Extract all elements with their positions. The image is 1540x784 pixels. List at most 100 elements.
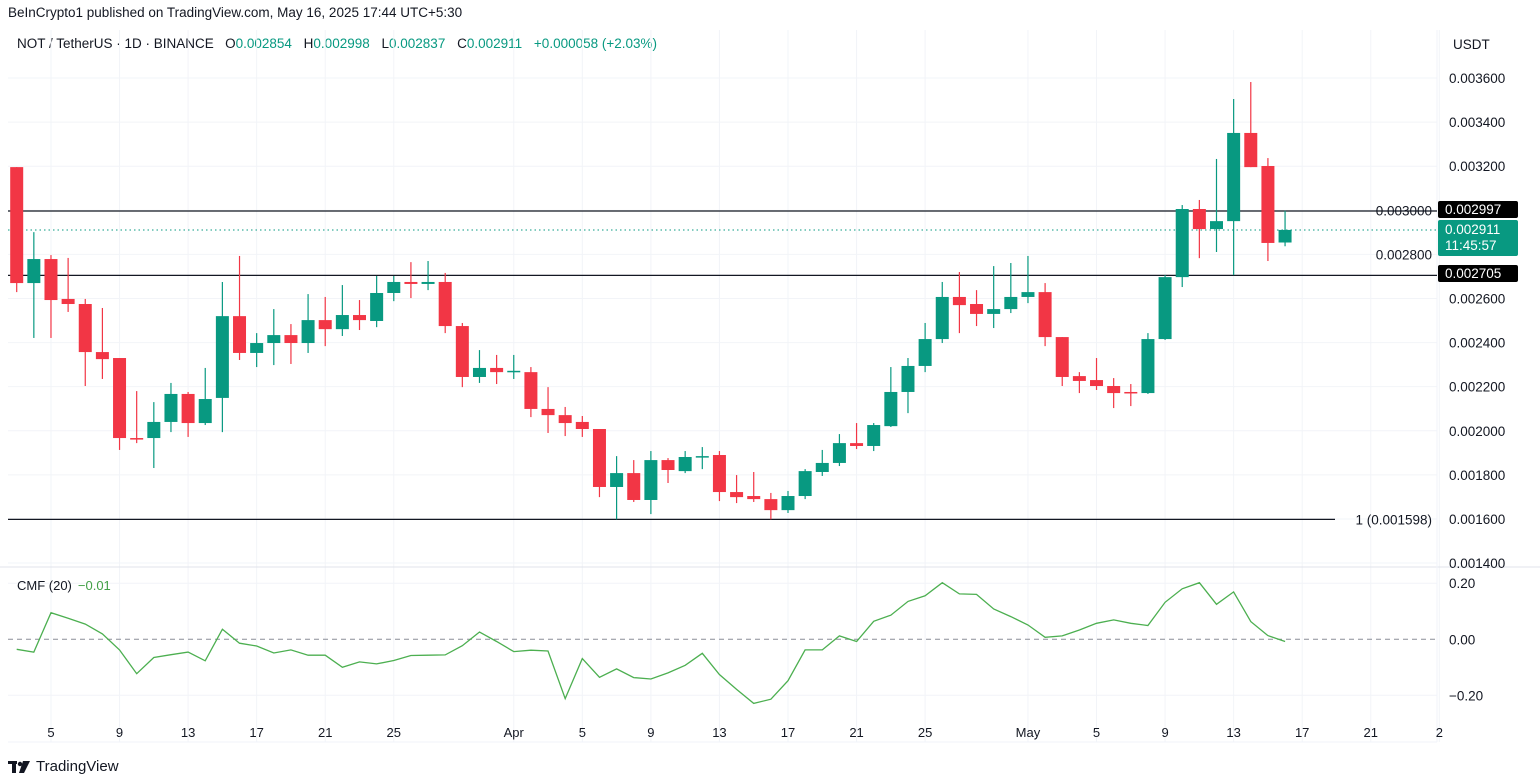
time-axis[interactable]: 5 9 13 17 21 25 Apr 5 9 13 17 21 25 May 5 9 13 17 21 2: [47, 725, 1443, 740]
candle: [661, 458, 675, 484]
candle: [78, 298, 92, 387]
y-tick-label: 0.003200: [1449, 159, 1505, 174]
candle-body: [455, 326, 469, 377]
candle-body: [61, 298, 75, 305]
low-value: 0.002837: [389, 36, 446, 51]
y-tick-label: 0.001800: [1449, 468, 1505, 483]
x-tick-label: 17: [249, 725, 263, 740]
price-axis[interactable]: 0.003600 0.003400 0.003200 0.003000 0.002800…: [1376, 71, 1506, 703]
candle: [27, 232, 41, 338]
candle: [764, 492, 778, 520]
candle: [1038, 283, 1052, 347]
candle-body: [747, 496, 761, 500]
tradingview-logo-icon: [8, 760, 30, 773]
candle-body: [644, 460, 658, 500]
candle-body: [472, 367, 486, 377]
candle-body: [507, 370, 521, 373]
candle: [284, 324, 298, 364]
candle: [233, 255, 247, 361]
symbol-legend: NOT / TetherUS · 1D · BINANCE O0.002854 …: [17, 36, 665, 51]
candle: [935, 281, 949, 344]
candle-body: [1244, 132, 1258, 168]
candle-body: [284, 335, 298, 344]
candle-body: [113, 358, 127, 439]
candle: [250, 333, 264, 368]
candle-body: [935, 296, 949, 340]
x-tick-label: 25: [918, 725, 932, 740]
candle-body: [832, 443, 846, 463]
candle-body: [215, 316, 229, 398]
candle: [1244, 82, 1258, 168]
candle-body: [1090, 380, 1104, 387]
candle: [1210, 158, 1223, 252]
y-tick-label: 0.002000: [1449, 424, 1505, 439]
x-tick-label: 21: [318, 725, 332, 740]
candle: [335, 285, 349, 336]
cmf-line: [16, 581, 1286, 705]
candle: [507, 354, 521, 379]
candle: [215, 281, 229, 433]
candle-body: [1038, 292, 1052, 338]
candle: [455, 322, 469, 388]
candle: [1021, 255, 1035, 304]
candle: [1261, 158, 1275, 262]
candle-body: [1055, 337, 1069, 377]
open-value: 0.002854: [235, 36, 292, 51]
candle-body: [884, 391, 898, 427]
x-tick-label: 21: [849, 725, 863, 740]
candle-body: [27, 259, 41, 284]
fib-level-label: 1 (0.001598): [1355, 512, 1432, 527]
candle-body: [164, 393, 178, 422]
candle-body: [267, 335, 281, 344]
candle: [815, 449, 829, 476]
candle: [404, 262, 418, 299]
candle: [130, 391, 144, 444]
y-tick-label: 0.002200: [1449, 380, 1505, 395]
cmf-legend[interactable]: CMF (20) −0.01: [17, 578, 111, 593]
x-tick-label: 9: [1161, 725, 1168, 740]
candle: [267, 309, 281, 366]
candle-body: [301, 320, 315, 344]
x-tick-label: 9: [116, 725, 123, 740]
candle-body: [1021, 292, 1035, 297]
candle: [61, 257, 75, 312]
low-label: L: [381, 36, 390, 51]
candle: [987, 266, 1001, 329]
candle-body: [575, 421, 589, 430]
x-tick-label: 13: [712, 725, 726, 740]
candle-body: [130, 438, 144, 440]
symbol-name[interactable]: NOT / TetherUS · 1D · BINANCE: [17, 36, 214, 51]
change-value: +0.000058 (+2.03%): [533, 36, 658, 51]
y-tick-label: 0.002800: [1376, 247, 1432, 262]
high-label: H: [303, 36, 314, 51]
candle: [490, 354, 504, 385]
candle: [901, 358, 915, 414]
x-tick-label: 5: [47, 725, 54, 740]
support-price-badge: 0.002705: [1438, 265, 1518, 282]
candle-body: [181, 393, 195, 424]
y-tick-label: 0.002600: [1449, 292, 1505, 307]
candle: [1072, 372, 1086, 394]
candle-body: [44, 259, 58, 301]
y-tick-label: 0.003600: [1449, 71, 1505, 86]
candle-body: [952, 296, 966, 306]
candle: [695, 447, 709, 470]
candle: [1141, 333, 1155, 394]
candle-body: [370, 292, 384, 321]
candle: [1004, 263, 1018, 314]
candle: [370, 276, 384, 328]
candle: [387, 276, 401, 302]
candle-body: [1192, 209, 1206, 230]
candle-body: [541, 408, 555, 416]
currency-label[interactable]: USDT: [1453, 37, 1490, 52]
cmf-title: CMF (20): [17, 578, 72, 593]
x-tick-label: 5: [1093, 725, 1100, 740]
candle: [95, 307, 109, 379]
candle: [610, 456, 624, 520]
candle-body: [1227, 132, 1241, 222]
candle: [918, 322, 932, 373]
tradingview-logo[interactable]: TradingView: [8, 758, 119, 775]
candle-body: [524, 372, 538, 409]
resistance-price-badge: 0.002997: [1438, 201, 1518, 218]
